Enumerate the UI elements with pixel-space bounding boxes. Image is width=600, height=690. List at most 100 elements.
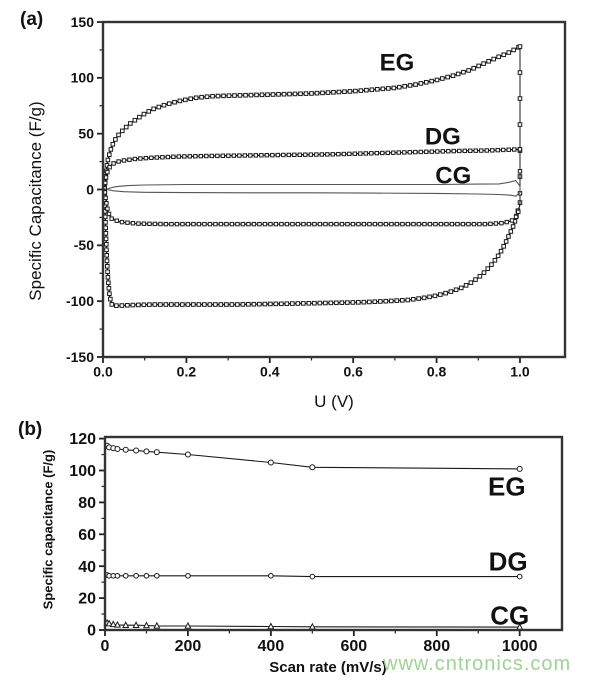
marker-square — [107, 164, 112, 170]
marker-square — [429, 78, 434, 84]
marker-square — [276, 92, 281, 97]
marker-square — [312, 221, 317, 227]
marker-square — [185, 302, 191, 307]
marker-square — [104, 252, 110, 258]
marker-square — [347, 89, 353, 94]
marker-square — [449, 221, 455, 227]
marker-square — [314, 90, 320, 96]
marker-square — [424, 149, 429, 155]
panel-b-series-label-EG: EG — [488, 472, 526, 502]
marker-square — [105, 169, 110, 175]
marker-square — [481, 61, 486, 66]
marker-square — [160, 155, 165, 160]
marker-square — [246, 302, 251, 307]
marker-square — [418, 81, 424, 86]
marker-square — [259, 92, 265, 98]
x-tick-label: 1.0 — [510, 363, 530, 379]
marker-square — [413, 149, 418, 155]
marker-square — [319, 152, 325, 157]
marker-square — [499, 220, 504, 226]
marker-circle — [143, 572, 150, 579]
marker-square — [106, 280, 111, 286]
marker-square — [281, 152, 286, 158]
panel-b-series-EG — [104, 442, 523, 472]
marker-square — [476, 63, 481, 69]
x-tick-label: 600 — [340, 638, 367, 655]
marker-square — [116, 132, 121, 138]
marker-square — [193, 154, 198, 159]
marker-square — [506, 234, 511, 239]
marker-square — [394, 298, 400, 303]
marker-square — [410, 296, 416, 302]
marker-square — [104, 201, 109, 206]
panel-a-x-axis-title: U (V) — [314, 392, 354, 411]
marker-triangle — [142, 621, 151, 629]
marker-square — [323, 221, 328, 227]
marker-square — [125, 302, 130, 308]
marker-square — [367, 221, 372, 227]
marker-square — [295, 221, 301, 227]
marker-square — [517, 44, 523, 49]
marker-square — [121, 158, 127, 163]
y-tick-label: 100 — [69, 463, 96, 480]
marker-square — [185, 221, 191, 227]
marker-square — [290, 301, 295, 306]
marker-square — [147, 302, 152, 307]
marker-square — [114, 303, 119, 308]
y-tick-label: 0 — [86, 181, 94, 197]
marker-square — [213, 221, 218, 227]
marker-circle — [516, 573, 523, 580]
marker-square — [416, 296, 421, 301]
marker-square — [345, 221, 350, 227]
marker-square — [163, 302, 169, 307]
marker-square — [156, 104, 162, 110]
marker-square — [517, 147, 523, 152]
marker-triangle — [184, 621, 192, 629]
y-tick-label: 20 — [78, 591, 96, 608]
marker-square — [506, 50, 512, 55]
marker-square — [215, 153, 220, 159]
marker-square — [128, 121, 133, 126]
marker-square — [141, 302, 147, 308]
marker-square — [501, 52, 507, 58]
marker-triangle — [113, 620, 122, 628]
marker-square — [512, 147, 517, 152]
marker-square — [352, 151, 358, 156]
marker-square — [237, 93, 243, 98]
marker-square — [444, 221, 449, 227]
marker-square — [243, 92, 248, 98]
marker-square — [103, 231, 109, 236]
marker-square — [191, 302, 196, 307]
marker-square — [314, 152, 319, 157]
marker-square — [163, 221, 169, 227]
marker-square — [105, 263, 110, 269]
panel-a-series-CG — [106, 179, 521, 197]
marker-square — [123, 124, 129, 130]
marker-square — [103, 236, 109, 242]
marker-square — [204, 94, 210, 99]
marker-square — [443, 290, 448, 296]
marker-square — [251, 301, 257, 307]
marker-square — [270, 92, 276, 97]
marker-square — [224, 221, 229, 227]
marker-square — [461, 69, 466, 75]
marker-square — [196, 221, 202, 227]
marker-square — [317, 300, 323, 306]
y-tick-label: 60 — [78, 527, 96, 544]
marker-square — [477, 221, 482, 227]
marker-square — [284, 221, 290, 227]
marker-square — [367, 299, 372, 305]
marker-square — [199, 94, 204, 100]
marker-square — [113, 137, 118, 142]
marker-square — [109, 216, 114, 221]
marker-square — [451, 148, 456, 154]
marker-square — [130, 302, 136, 308]
y-tick-label: 40 — [78, 559, 96, 576]
marker-square — [432, 293, 438, 299]
y-tick-label: 100 — [71, 70, 95, 86]
marker-square — [105, 157, 111, 163]
y-tick-label: -50 — [74, 237, 94, 253]
marker-square — [508, 229, 514, 234]
marker-square — [229, 221, 235, 227]
marker-square — [435, 149, 440, 154]
